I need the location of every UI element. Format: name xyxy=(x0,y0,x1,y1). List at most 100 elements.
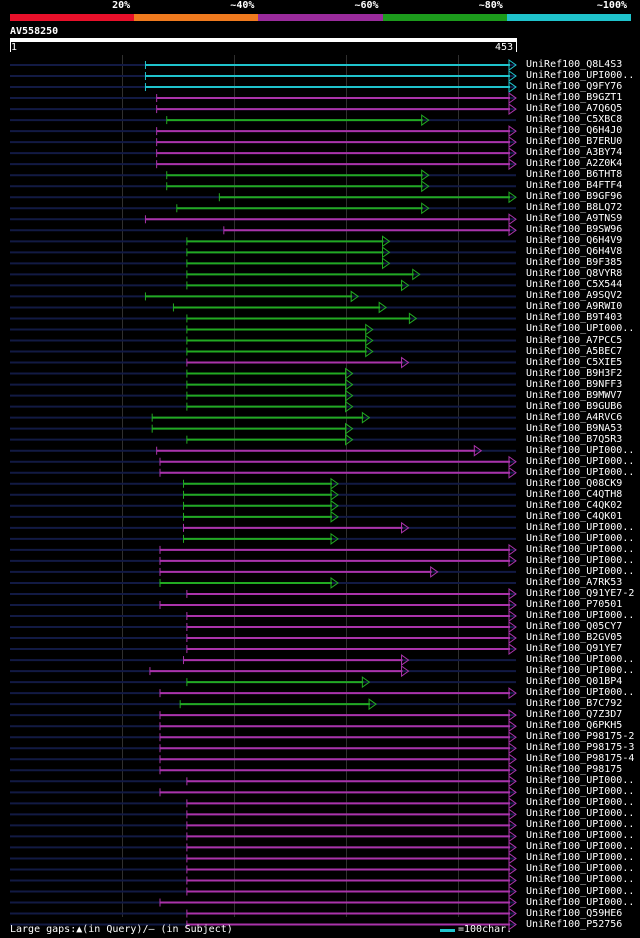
hit-label[interactable]: UniRef100_A7PCC5 xyxy=(526,334,623,346)
hit-label[interactable]: UniRef100_B9GZT1 xyxy=(526,92,623,104)
hit-label[interactable]: UniRef100_Q8VYR8 xyxy=(526,268,623,280)
hit-end-arrow xyxy=(378,301,388,314)
hit-end-arrow xyxy=(508,841,517,854)
hit-label[interactable]: UniRef100_C5XIE5 xyxy=(526,356,623,368)
hit-label[interactable]: UniRef100_A4RVC6 xyxy=(526,411,623,423)
hit-end-arrow xyxy=(508,599,517,611)
hit-label[interactable]: UniRef100_UPI000.. xyxy=(526,885,635,897)
hit-label[interactable]: UniRef100_Q9FY76 xyxy=(526,81,623,93)
scale-bar xyxy=(440,929,455,932)
hit-label[interactable]: UniRef100_Q6H4V9 xyxy=(526,235,623,247)
hit-label[interactable]: UniRef100_UPI000.. xyxy=(526,323,635,335)
hit-label[interactable]: UniRef100_C5X544 xyxy=(526,279,623,291)
hit-label[interactable]: UniRef100_A2Z0K4 xyxy=(526,158,623,170)
hit-label[interactable]: UniRef100_UPI000.. xyxy=(526,896,635,908)
hit-end-arrow xyxy=(508,742,517,755)
hit-label[interactable]: UniRef100_UPI000.. xyxy=(526,841,635,853)
hit-label[interactable]: UniRef100_A5BEC7 xyxy=(526,345,623,357)
hit-label[interactable]: UniRef100_P98175-4 xyxy=(526,753,635,765)
hit-label[interactable]: UniRef100_C5XBC8 xyxy=(526,114,623,126)
hit-label[interactable]: UniRef100_Q08CK9 xyxy=(526,477,623,489)
hit-end-arrow xyxy=(508,885,517,898)
hit-label[interactable]: UniRef100_UPI000.. xyxy=(526,863,635,875)
hit-label[interactable]: UniRef100_B2GV05 xyxy=(526,632,623,644)
hit-label[interactable]: UniRef100_UPI000.. xyxy=(526,610,635,621)
hit-label[interactable]: UniRef100_B9F385 xyxy=(526,257,623,269)
hit-label[interactable]: UniRef100_UPI000.. xyxy=(526,521,635,533)
hit-label[interactable]: UniRef100_B9NA53 xyxy=(526,422,623,434)
hit-label[interactable]: UniRef100_A9RWI0 xyxy=(526,301,623,313)
hit-label[interactable]: UniRef100_B6THT8 xyxy=(526,169,623,181)
hit-end-arrow xyxy=(365,334,374,347)
grid-line xyxy=(122,55,123,917)
hit-label[interactable]: UniRef100_UPI000.. xyxy=(526,654,635,666)
hit-label[interactable]: UniRef100_C4QK02 xyxy=(526,499,623,511)
hit-label[interactable]: UniRef100_UPI000.. xyxy=(526,554,635,566)
hit-label[interactable]: UniRef100_P70501 xyxy=(526,598,623,610)
large-gaps-legend: Large gaps:▲(in Query)/— (in Subject) xyxy=(10,924,233,935)
hit-label[interactable]: UniRef100_UPI000.. xyxy=(526,665,635,677)
hit-label[interactable]: UniRef100_A7Q6Q5 xyxy=(526,103,623,115)
hit-label[interactable]: UniRef100_Q05CY7 xyxy=(526,621,623,633)
hit-label[interactable]: UniRef100_UPI000.. xyxy=(526,852,635,864)
hit-label[interactable]: UniRef100_B7ERU0 xyxy=(526,136,623,148)
hit-end-arrow xyxy=(361,411,371,424)
hit-label[interactable]: UniRef100_UPI000.. xyxy=(526,466,635,478)
hit-label[interactable]: UniRef100_A9TNS9 xyxy=(526,213,623,225)
hit-label[interactable]: UniRef100_A3BY74 xyxy=(526,147,623,159)
hit-label[interactable]: UniRef100_UPI000.. xyxy=(526,830,635,842)
hit-label[interactable]: UniRef100_B9SW96 xyxy=(526,224,623,236)
hit-end-arrow xyxy=(508,466,517,479)
hit-label[interactable]: UniRef100_Q91YE7-2 xyxy=(526,587,635,599)
hit-end-arrow xyxy=(421,114,430,127)
hit-label[interactable]: UniRef100_UPI000.. xyxy=(526,775,635,787)
hit-label[interactable]: UniRef100_UPI000.. xyxy=(526,565,635,577)
hit-end-arrow xyxy=(365,323,374,336)
hit-label[interactable]: UniRef100_A9SQV2 xyxy=(526,290,623,302)
hit-label[interactable]: UniRef100_UPI000.. xyxy=(526,797,635,809)
hit-label[interactable]: UniRef100_B7C792 xyxy=(526,698,623,710)
hit-label[interactable]: UniRef100_UPI000.. xyxy=(526,455,635,467)
query-name: AV558250 xyxy=(10,26,59,37)
hit-label[interactable]: UniRef100_B9H3F2 xyxy=(526,367,623,379)
hit-label[interactable]: UniRef100_Q8L4S3 xyxy=(526,59,623,70)
hit-label[interactable]: UniRef100_Q7Z3D7 xyxy=(526,709,623,721)
grid-line xyxy=(234,55,235,917)
hit-end-arrow xyxy=(365,345,374,358)
hit-label[interactable]: UniRef100_P98175-2 xyxy=(526,731,635,743)
hit-label[interactable]: UniRef100_Q59HE6 xyxy=(526,907,623,919)
hit-label[interactable]: UniRef100_Q6PKH5 xyxy=(526,720,623,732)
hit-label[interactable]: UniRef100_P52756 xyxy=(526,918,623,930)
hit-label[interactable]: UniRef100_P98175 xyxy=(526,764,623,776)
hit-label[interactable]: UniRef100_P98175-3 xyxy=(526,742,635,754)
hit-end-arrow xyxy=(508,918,517,931)
hit-label[interactable]: UniRef100_B8LQ72 xyxy=(526,202,623,214)
hit-label[interactable]: UniRef100_C4QK01 xyxy=(526,510,623,522)
hit-label[interactable]: UniRef100_B9NFF3 xyxy=(526,378,623,390)
hit-label[interactable]: UniRef100_A7RK53 xyxy=(526,576,623,588)
hit-label[interactable]: UniRef100_UPI000.. xyxy=(526,444,635,456)
hit-end-arrow xyxy=(508,907,517,920)
hit-label[interactable]: UniRef100_UPI000.. xyxy=(526,874,635,886)
hit-label[interactable]: UniRef100_B9GUB6 xyxy=(526,400,623,412)
hit-label[interactable]: UniRef100_Q6H4J0 xyxy=(526,125,623,137)
hit-label[interactable]: UniRef100_Q91YE7 xyxy=(526,643,623,655)
hit-label[interactable]: UniRef100_UPI000.. xyxy=(526,687,635,699)
hit-label[interactable]: UniRef100_UPI000.. xyxy=(526,786,635,798)
hit-label[interactable]: UniRef100_B9T403 xyxy=(526,312,623,324)
hit-label[interactable]: UniRef100_C4QTH8 xyxy=(526,488,623,500)
hit-label[interactable]: UniRef100_UPI000.. xyxy=(526,70,635,82)
hit-label[interactable]: UniRef100_Q6H4V8 xyxy=(526,246,623,258)
hit-label[interactable]: UniRef100_UPI000.. xyxy=(526,532,635,544)
hit-label[interactable]: UniRef100_B4FTF4 xyxy=(526,180,623,192)
hit-label[interactable]: UniRef100_Q01BP4 xyxy=(526,676,623,688)
hit-label[interactable]: UniRef100_B9MWV7 xyxy=(526,389,623,401)
hit-label[interactable]: UniRef100_UPI000.. xyxy=(526,808,635,820)
hit-end-arrow xyxy=(508,632,517,645)
hit-label[interactable]: UniRef100_B9GF96 xyxy=(526,191,623,203)
hit-end-arrow xyxy=(330,488,339,501)
hit-label[interactable]: UniRef100_B7Q5R3 xyxy=(526,433,623,445)
hit-label[interactable]: UniRef100_UPI000.. xyxy=(526,543,635,555)
hit-label[interactable]: UniRef100_UPI000.. xyxy=(526,819,635,831)
legend-segment xyxy=(10,14,135,21)
